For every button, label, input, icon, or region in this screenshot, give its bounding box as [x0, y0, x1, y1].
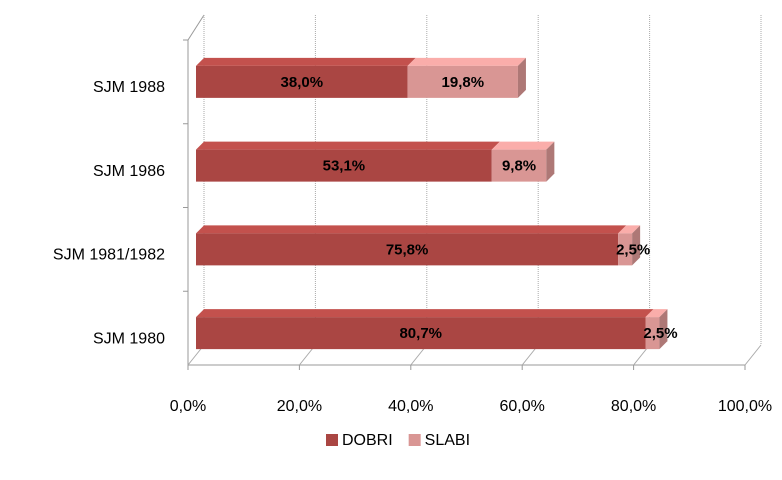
- bar-face: [618, 225, 641, 234]
- bar-face: [645, 309, 668, 318]
- axis-line: [187, 14, 205, 41]
- bar-segment: [196, 57, 416, 98]
- data-label: 80,7%: [399, 325, 442, 342]
- y-tick-label: SJM 1980: [93, 330, 165, 347]
- bar-segment: [196, 225, 627, 266]
- data-label: 75,8%: [386, 241, 429, 258]
- x-tick-label: 0,0%: [170, 398, 206, 415]
- y-tick-label: SJM 1981/1982: [53, 247, 165, 264]
- bar-face: [196, 317, 646, 350]
- bar-face: [632, 225, 641, 266]
- bar-segment: [618, 225, 641, 266]
- legend-swatch: [408, 434, 421, 446]
- data-label: 38,0%: [281, 74, 324, 91]
- data-label: 2,5%: [616, 241, 650, 258]
- legend-label: DOBRI: [342, 432, 393, 449]
- bar-face: [196, 309, 654, 318]
- x-tick-label: 40,0%: [388, 398, 433, 415]
- x-tick-label: 100,0%: [718, 398, 772, 415]
- x-tick-label: 20,0%: [277, 398, 322, 415]
- bar-face: [196, 225, 627, 234]
- bar-segment: [196, 309, 654, 350]
- bar-face: [517, 57, 526, 98]
- bar-face: [196, 149, 492, 182]
- legend-label: SLABI: [425, 432, 470, 449]
- bar-face: [546, 141, 555, 182]
- x-tick-label: 60,0%: [500, 398, 545, 415]
- bar-segment: [491, 141, 555, 182]
- data-label: 9,8%: [502, 158, 536, 175]
- y-tick-label: SJM 1988: [93, 79, 165, 96]
- bar-face: [491, 149, 547, 182]
- bar-face: [196, 141, 500, 150]
- bar-face: [645, 317, 660, 350]
- grid-line: [744, 344, 762, 366]
- data-label: 53,1%: [323, 158, 366, 175]
- bar-face: [196, 57, 416, 66]
- bar-segment: [645, 309, 668, 350]
- data-label: 2,5%: [643, 325, 677, 342]
- x-tick-label: 80,0%: [611, 398, 656, 415]
- bar-face: [659, 309, 668, 350]
- y-tick-label: SJM 1986: [93, 163, 165, 180]
- legend-swatch: [326, 434, 338, 446]
- data-label: 19,8%: [442, 74, 485, 91]
- bar-face: [407, 65, 518, 98]
- bar-face: [618, 233, 633, 266]
- bar-face: [196, 65, 408, 98]
- bar-segment: [196, 141, 500, 182]
- bar-face: [491, 141, 555, 150]
- bar-face: [196, 233, 619, 266]
- bar-segment: [407, 57, 526, 98]
- bar-face: [407, 57, 526, 66]
